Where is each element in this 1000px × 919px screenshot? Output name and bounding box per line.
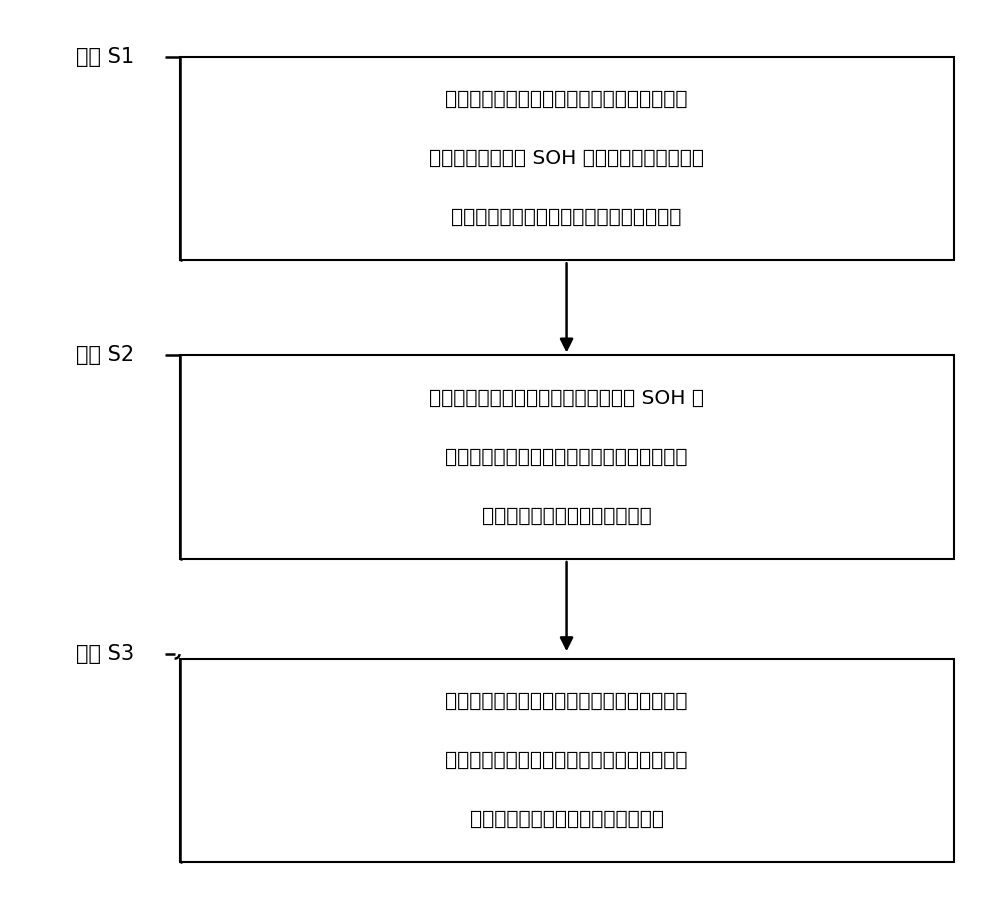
Text: 数据，上转至电池的在线监控系统，针对不同: 数据，上转至电池的在线监控系统，针对不同 xyxy=(445,448,688,467)
Text: 步骤 S3: 步骤 S3 xyxy=(76,644,134,664)
Text: 态判断，并将电池健康状态进行显示: 态判断，并将电池健康状态进行显示 xyxy=(470,810,664,829)
Text: 的电池数据进行阈值级别的设定: 的电池数据进行阈值级别的设定 xyxy=(482,506,651,526)
Text: 电压、温度和电池 SOH 值，将电池健康状态分: 电压、温度和电池 SOH 值，将电池健康状态分 xyxy=(429,149,704,168)
Bar xyxy=(180,356,954,559)
Bar xyxy=(180,57,954,260)
Text: 构建电池健康状态判断模型，采集电池内阻、: 构建电池健康状态判断模型，采集电池内阻、 xyxy=(445,90,688,109)
Text: 将采集的电池内阻、电压、温度和电池 SOH 值: 将采集的电池内阻、电压、温度和电池 SOH 值 xyxy=(429,389,704,408)
Bar xyxy=(180,659,954,862)
Text: 步骤 S1: 步骤 S1 xyxy=(76,47,134,67)
Text: 池数据权重分配、分数量化评价和电池健康状: 池数据权重分配、分数量化评价和电池健康状 xyxy=(445,751,688,770)
Text: 分数量化评价系统根据设置的阈值级别进行电: 分数量化评价系统根据设置的阈值级别进行电 xyxy=(445,692,688,711)
Text: 为健康状态、亚健康状态和不健康状态三种: 为健康状态、亚健康状态和不健康状态三种 xyxy=(451,208,682,227)
Text: 步骤 S2: 步骤 S2 xyxy=(76,346,134,366)
